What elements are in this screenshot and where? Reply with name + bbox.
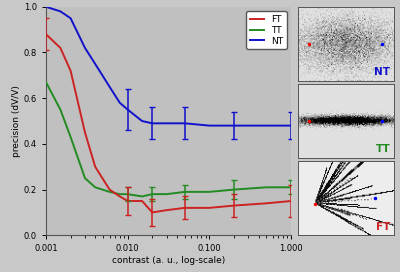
TT (93, 186, 98, 189)
FT (68, 69, 73, 72)
NT (264, 124, 269, 127)
NT (82, 46, 87, 50)
FT (140, 199, 144, 203)
NT (93, 62, 98, 66)
Line: FT: FT (46, 34, 291, 212)
Text: TT: TT (376, 144, 390, 154)
FT (82, 131, 87, 134)
NT (58, 10, 63, 13)
Text: NT: NT (374, 67, 390, 77)
FT (93, 165, 98, 168)
NT (140, 119, 144, 123)
FT (125, 199, 130, 203)
TT (207, 190, 212, 193)
NT (207, 124, 212, 127)
NT (125, 108, 130, 111)
Line: NT: NT (46, 7, 291, 126)
TT (44, 81, 48, 84)
NT (150, 122, 155, 125)
TT (164, 193, 169, 196)
TT (150, 193, 155, 196)
TT (182, 190, 187, 193)
TT (125, 193, 130, 196)
FT (58, 46, 63, 50)
NT (117, 101, 122, 104)
Line: TT: TT (46, 82, 291, 196)
NT (289, 124, 294, 127)
TT (58, 108, 63, 111)
FT (264, 202, 269, 205)
FT (107, 188, 112, 191)
FT (232, 204, 236, 207)
TT (264, 186, 269, 189)
TT (68, 135, 73, 139)
NT (44, 5, 48, 8)
NT (68, 17, 73, 20)
TT (107, 190, 112, 193)
Text: FT: FT (376, 222, 390, 231)
NT (182, 122, 187, 125)
Y-axis label: precision (dV/V): precision (dV/V) (12, 85, 21, 157)
TT (232, 188, 236, 191)
FT (150, 211, 155, 214)
NT (107, 85, 112, 88)
FT (117, 195, 122, 198)
X-axis label: contrast (a. u., log-scale): contrast (a. u., log-scale) (112, 256, 225, 265)
FT (207, 206, 212, 209)
NT (164, 122, 169, 125)
Legend: FT, TT, NT: FT, TT, NT (246, 11, 286, 49)
TT (289, 186, 294, 189)
TT (140, 195, 144, 198)
TT (82, 177, 87, 180)
FT (44, 33, 48, 36)
TT (117, 193, 122, 196)
FT (289, 199, 294, 203)
FT (182, 206, 187, 209)
FT (164, 209, 169, 212)
NT (232, 124, 236, 127)
